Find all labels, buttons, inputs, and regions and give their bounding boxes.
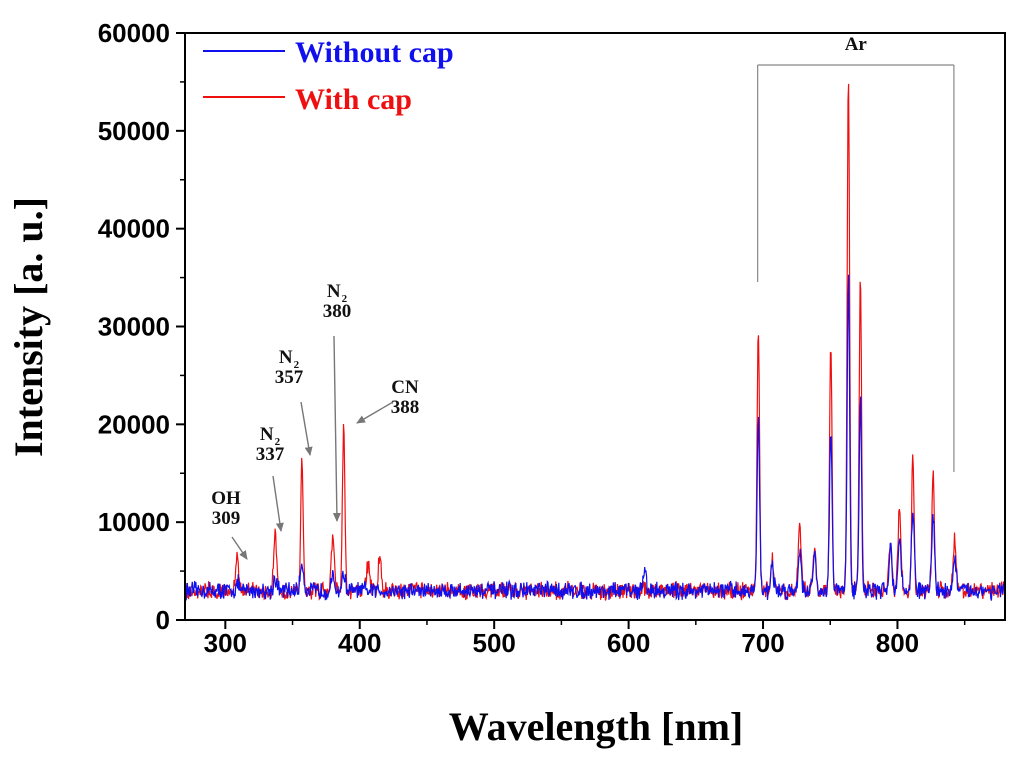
annotation-species: CN <box>391 377 419 398</box>
x-tick-label: 600 <box>607 628 650 658</box>
annotation-subscript: 2 <box>342 293 348 305</box>
series-layer <box>184 72 1006 601</box>
annotation-wavelength: 337 <box>256 444 285 465</box>
annotation-arrow <box>332 335 341 522</box>
annotation-wavelength: 388 <box>391 397 420 418</box>
y-tick-label: 10000 <box>98 507 170 537</box>
annotation-arrow <box>231 536 248 560</box>
x-tick-label: 400 <box>338 628 381 658</box>
axes: 300 400 500 600 700 800 0 10000 20000 30000 40000 5… <box>98 18 966 658</box>
ar-bracket: Ar <box>757 34 955 472</box>
annotation-species: OH <box>211 488 241 509</box>
annotation-arrow <box>300 401 313 456</box>
y-tick-label: 50000 <box>98 116 170 146</box>
annotation-wavelength: 357 <box>275 367 304 388</box>
y-axis-title: Intensity [a. u.] <box>6 197 51 457</box>
x-tick-label: 300 <box>204 628 247 658</box>
y-tick-label: 20000 <box>98 409 170 439</box>
y-tick-label: 0 <box>156 605 170 635</box>
x-tick-label: 800 <box>876 628 919 658</box>
y-tick-label: 60000 <box>98 18 170 48</box>
annotation-subscript: 2 <box>294 359 300 371</box>
annotation-subscript: 2 <box>275 436 281 448</box>
annotation-wavelength: 309 <box>212 508 241 529</box>
ar-label: Ar <box>845 34 868 55</box>
legend-label-with-cap: With cap <box>295 83 412 116</box>
y-tick-label: 30000 <box>98 312 170 342</box>
legend-label-without-cap: Without cap <box>295 36 454 69</box>
annotation-wavelength: 380 <box>323 301 352 322</box>
x-tick-label: 500 <box>472 628 515 658</box>
x-axis-title: Wavelength [nm] <box>449 704 743 749</box>
series-line-without-cap <box>184 274 1005 601</box>
legend: Without cap With cap <box>203 36 454 116</box>
annotation-arrow <box>272 475 284 532</box>
y-tick-label: 40000 <box>98 214 170 244</box>
annotation-arrow <box>356 401 394 424</box>
x-tick-label: 700 <box>741 628 784 658</box>
